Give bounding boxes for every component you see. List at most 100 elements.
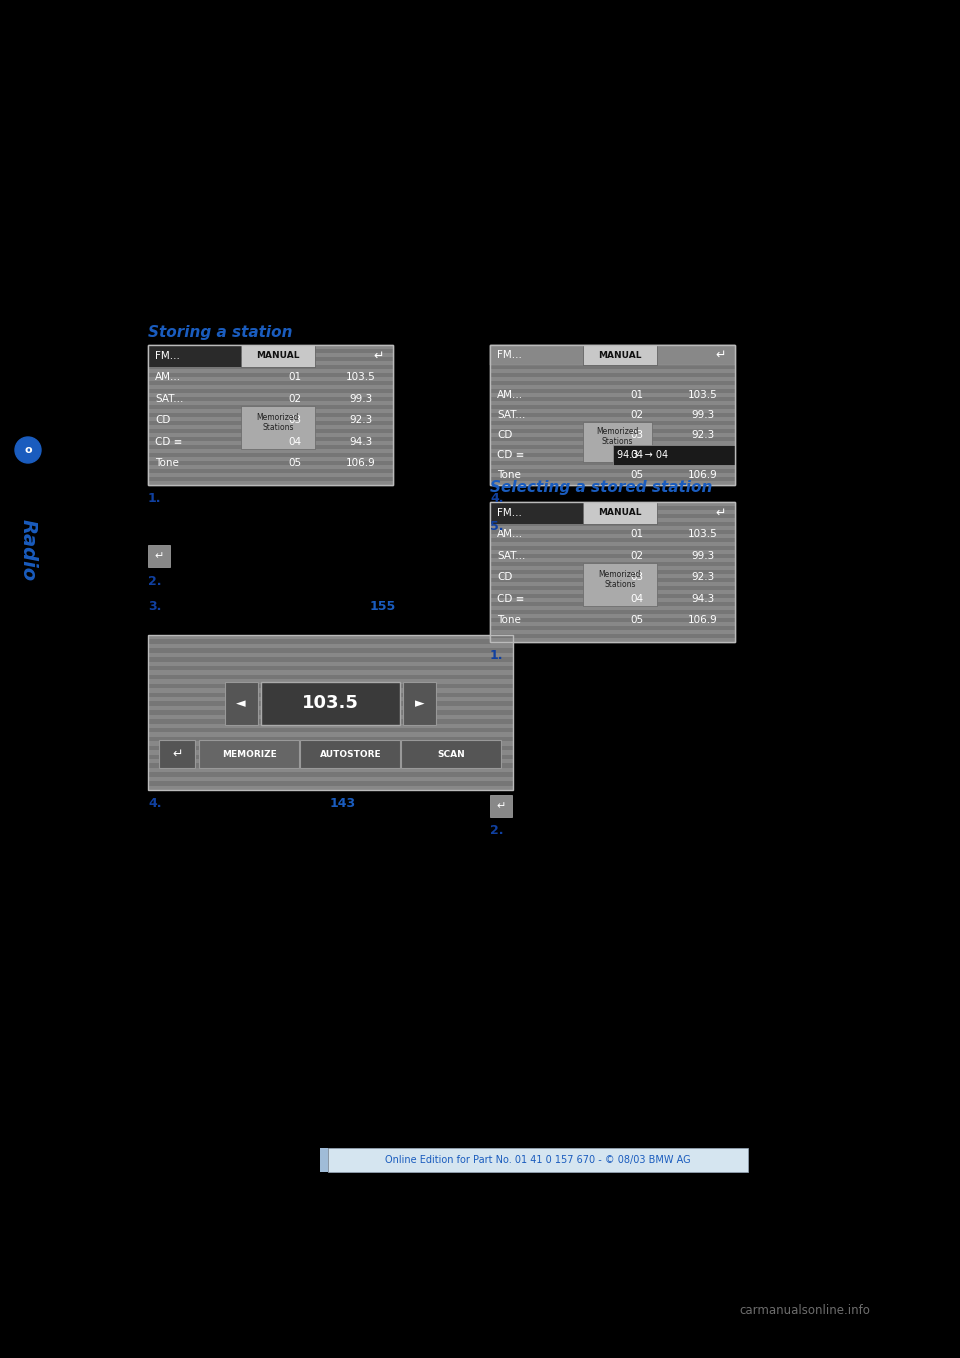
Bar — [148, 369, 393, 373]
Text: 99.3: 99.3 — [691, 551, 715, 561]
Text: 103.5: 103.5 — [688, 390, 718, 401]
Text: FM...: FM... — [497, 350, 522, 360]
Bar — [490, 392, 735, 397]
Bar — [148, 349, 393, 353]
Text: CD ≡: CD ≡ — [497, 449, 524, 460]
Bar — [300, 740, 400, 769]
Bar — [490, 570, 735, 574]
Text: 94.3: 94.3 — [349, 437, 372, 447]
Text: Storing a station: Storing a station — [148, 325, 293, 340]
Text: Memorized: Memorized — [596, 428, 638, 436]
Bar — [148, 759, 513, 763]
Bar — [583, 345, 657, 365]
Bar — [490, 638, 735, 642]
Bar — [490, 517, 735, 521]
Text: Memorized: Memorized — [599, 569, 641, 579]
Text: 02: 02 — [631, 551, 643, 561]
Text: ◄: ◄ — [236, 697, 246, 710]
Bar — [490, 521, 735, 526]
Text: CD: CD — [497, 430, 513, 440]
Bar — [148, 469, 393, 473]
Text: 05: 05 — [631, 470, 643, 479]
Bar — [148, 746, 513, 750]
Bar — [148, 737, 513, 741]
Bar — [490, 562, 735, 566]
Bar — [148, 763, 513, 767]
Bar — [490, 526, 735, 530]
Bar — [148, 702, 513, 706]
Bar — [490, 507, 735, 511]
Bar — [148, 382, 393, 386]
Bar — [261, 682, 400, 725]
Text: 92.3: 92.3 — [691, 572, 715, 583]
Text: Selecting a stored station: Selecting a stored station — [490, 479, 712, 496]
Bar — [148, 679, 513, 683]
Text: 05: 05 — [288, 459, 301, 469]
Bar — [490, 626, 735, 630]
Bar — [490, 357, 735, 361]
Text: Tone: Tone — [497, 615, 521, 626]
Text: 5.: 5. — [490, 520, 503, 532]
Bar — [490, 542, 735, 546]
Bar — [148, 481, 393, 485]
Text: 99.3: 99.3 — [349, 394, 372, 403]
Bar — [241, 345, 315, 367]
Bar — [199, 740, 300, 769]
Text: 94.3: 94.3 — [691, 593, 715, 604]
Text: ↵: ↵ — [496, 801, 506, 811]
Bar — [148, 437, 393, 441]
Bar — [148, 732, 513, 737]
Text: CD ≡: CD ≡ — [497, 593, 524, 604]
Bar — [225, 682, 257, 725]
Text: 03: 03 — [631, 572, 643, 583]
Bar — [148, 785, 513, 790]
Bar — [490, 481, 735, 485]
Text: Stations: Stations — [604, 580, 636, 589]
Bar — [490, 618, 735, 622]
Text: CD: CD — [497, 572, 513, 583]
Bar — [490, 429, 735, 433]
Bar — [490, 397, 735, 401]
Bar — [148, 697, 513, 702]
Text: 1.: 1. — [490, 649, 503, 661]
Bar — [148, 741, 513, 746]
Bar — [148, 636, 513, 640]
Bar — [490, 345, 735, 485]
Bar — [490, 794, 512, 818]
Bar — [490, 558, 735, 562]
Bar — [490, 606, 735, 610]
Bar — [148, 710, 513, 714]
Bar — [148, 693, 513, 697]
Bar — [490, 610, 735, 614]
Bar — [148, 345, 393, 349]
Text: 92.3: 92.3 — [349, 416, 372, 425]
Text: CD: CD — [155, 416, 170, 425]
Bar — [490, 437, 735, 441]
Bar — [148, 665, 513, 671]
Bar — [148, 464, 393, 469]
Text: Stations: Stations — [602, 437, 634, 447]
Text: 4.: 4. — [148, 797, 161, 809]
Bar — [148, 644, 513, 648]
Bar — [148, 417, 393, 421]
Text: AM...: AM... — [155, 372, 181, 383]
Bar — [148, 755, 513, 759]
Text: 99.3: 99.3 — [691, 410, 715, 420]
Bar — [148, 648, 513, 653]
Text: Memorized: Memorized — [256, 413, 299, 421]
Text: Radio: Radio — [18, 519, 37, 581]
Bar — [148, 750, 513, 755]
Bar — [148, 409, 393, 413]
Text: 103.5: 103.5 — [688, 530, 718, 539]
Bar — [490, 460, 735, 464]
Bar — [490, 445, 735, 449]
Text: ►: ► — [415, 697, 424, 710]
Text: 2.: 2. — [148, 574, 161, 588]
Bar — [490, 386, 735, 388]
Bar — [148, 773, 513, 777]
Text: FM...: FM... — [155, 350, 180, 361]
Bar — [148, 689, 513, 693]
Bar — [148, 640, 513, 644]
Bar — [148, 345, 393, 485]
Bar — [490, 546, 735, 550]
